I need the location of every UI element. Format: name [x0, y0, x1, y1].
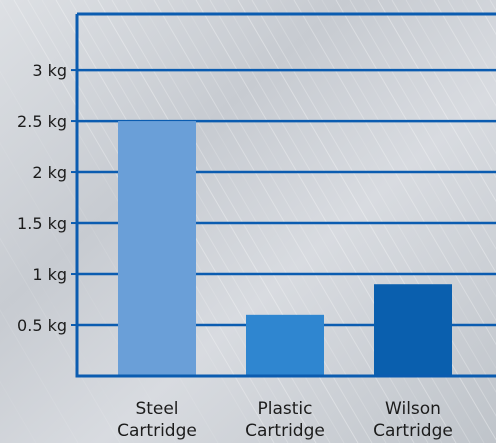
y-tick-label-2: 1.5 kg: [17, 214, 67, 233]
y-tick-label-4: 2.5 kg: [17, 112, 67, 131]
x-tick-label-0: Steel Cartridge: [117, 399, 197, 441]
x-tick-label-1: Plastic Cartridge: [245, 399, 325, 441]
y-tick-label-0: 0.5 kg: [17, 316, 67, 335]
x-tick-label-line: Plastic: [258, 399, 313, 419]
x-tick-label-line: Cartridge: [245, 421, 325, 441]
x-tick-label-line: Steel: [135, 399, 178, 419]
y-tick-label-5: 3 kg: [32, 61, 67, 80]
x-tick-label-line: Wilson: [385, 399, 441, 419]
y-tick-label-1: 1 kg: [32, 265, 67, 284]
x-tick-label-line: Cartridge: [373, 421, 453, 441]
x-tick-label-2: Wilson Cartridge: [373, 399, 453, 441]
x-tick-label-line: Cartridge: [117, 421, 197, 441]
bar-0: [118, 121, 196, 376]
bar-1: [246, 314, 324, 376]
y-tick-label-3: 2 kg: [32, 163, 67, 182]
bar-2: [374, 284, 452, 376]
